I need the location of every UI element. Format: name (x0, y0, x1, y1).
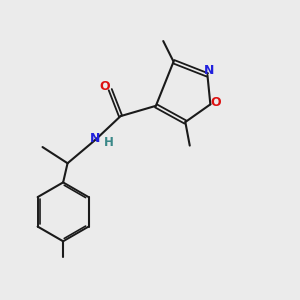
Text: N: N (203, 64, 214, 77)
Text: O: O (100, 80, 110, 93)
Text: O: O (210, 96, 221, 110)
Text: N: N (90, 132, 101, 145)
Text: H: H (104, 136, 114, 148)
